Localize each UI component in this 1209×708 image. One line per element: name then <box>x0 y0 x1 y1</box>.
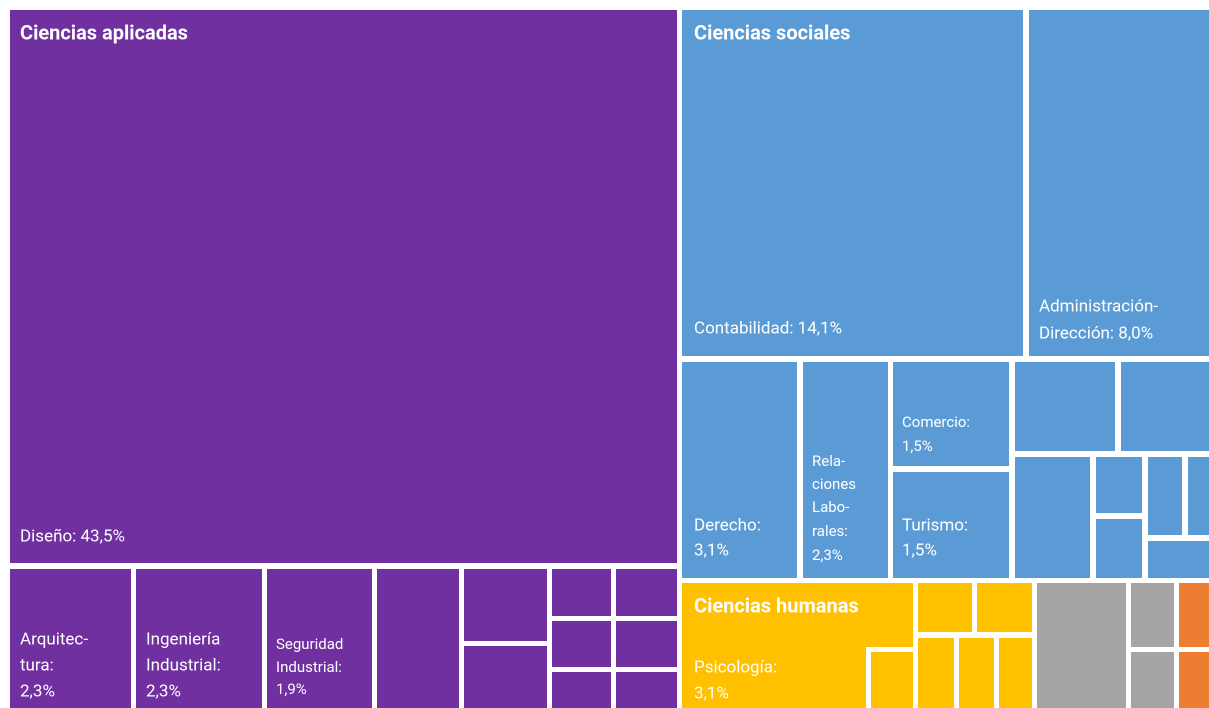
cell <box>267 569 372 708</box>
cell <box>552 672 611 708</box>
cell-label: Diseño: 43,5% <box>20 526 125 546</box>
cell-label: 1,5% <box>902 540 937 560</box>
cell-label: 3,1% <box>694 540 729 560</box>
cell <box>616 569 677 616</box>
cell-label: Seguridad <box>276 635 343 653</box>
cell-label: 2,3% <box>20 681 55 701</box>
cell-label: Administración- <box>1039 296 1158 316</box>
cell-label: Industrial: <box>276 658 342 676</box>
cell <box>616 621 677 667</box>
cell <box>464 569 547 641</box>
cell <box>1029 10 1209 356</box>
cell <box>552 569 611 616</box>
cell-label: rales: <box>812 522 848 540</box>
group-title: Ciencias aplicadas <box>20 20 188 44</box>
cell <box>918 638 954 708</box>
cell-label: Labo- <box>812 498 849 516</box>
cell-label: Dirección: 8,0% <box>1039 323 1153 343</box>
cell-label: Contabilidad: 14,1% <box>694 318 842 338</box>
cell-label: tura: <box>20 655 54 675</box>
cell <box>1148 541 1209 578</box>
cell <box>893 472 1009 578</box>
cell-label: Arquitec- <box>20 629 88 649</box>
cell <box>1015 457 1090 578</box>
cell-label: Turismo: <box>902 515 968 535</box>
cell-label: 2,3% <box>146 681 181 701</box>
cell <box>10 10 677 563</box>
cell <box>999 638 1032 708</box>
cell-label: Derecho: <box>694 515 761 535</box>
cell <box>682 10 1023 356</box>
cell-label: 1,9% <box>276 680 307 698</box>
cell <box>803 362 888 578</box>
cell <box>682 583 913 708</box>
cell <box>682 362 797 578</box>
cell <box>1131 583 1174 647</box>
cell <box>1015 362 1115 451</box>
cell <box>552 621 611 667</box>
cell-label: 2,3% <box>812 546 843 564</box>
cell-label: Comercio: <box>902 413 970 431</box>
cell <box>1179 583 1209 647</box>
cell <box>959 638 994 708</box>
cell <box>1188 457 1209 535</box>
cell <box>918 583 972 632</box>
cell-label: 1,5% <box>902 437 933 455</box>
cell-label: Rela- <box>812 452 845 470</box>
cell <box>136 569 262 708</box>
cell-label: Industrial: <box>146 655 221 675</box>
cell <box>616 672 677 708</box>
cell <box>893 362 1009 466</box>
cell <box>464 646 547 708</box>
cell <box>1179 652 1209 708</box>
cell <box>1148 457 1182 535</box>
cell <box>1096 457 1142 513</box>
cell <box>977 583 1032 632</box>
group-title: Ciencias sociales <box>694 20 850 44</box>
cell <box>10 569 131 708</box>
cell-label: Ingeniería <box>146 629 220 649</box>
group-title: Ciencias humanas <box>694 593 859 617</box>
cell <box>377 569 459 708</box>
cell <box>1096 519 1142 578</box>
cell-label: Psicología: <box>694 657 777 677</box>
cell <box>1037 583 1126 708</box>
cell-label: 3,1% <box>694 683 729 703</box>
cell <box>1121 362 1209 451</box>
cell-label: ciones <box>812 475 856 493</box>
cell <box>1131 652 1174 708</box>
cell <box>871 652 913 708</box>
